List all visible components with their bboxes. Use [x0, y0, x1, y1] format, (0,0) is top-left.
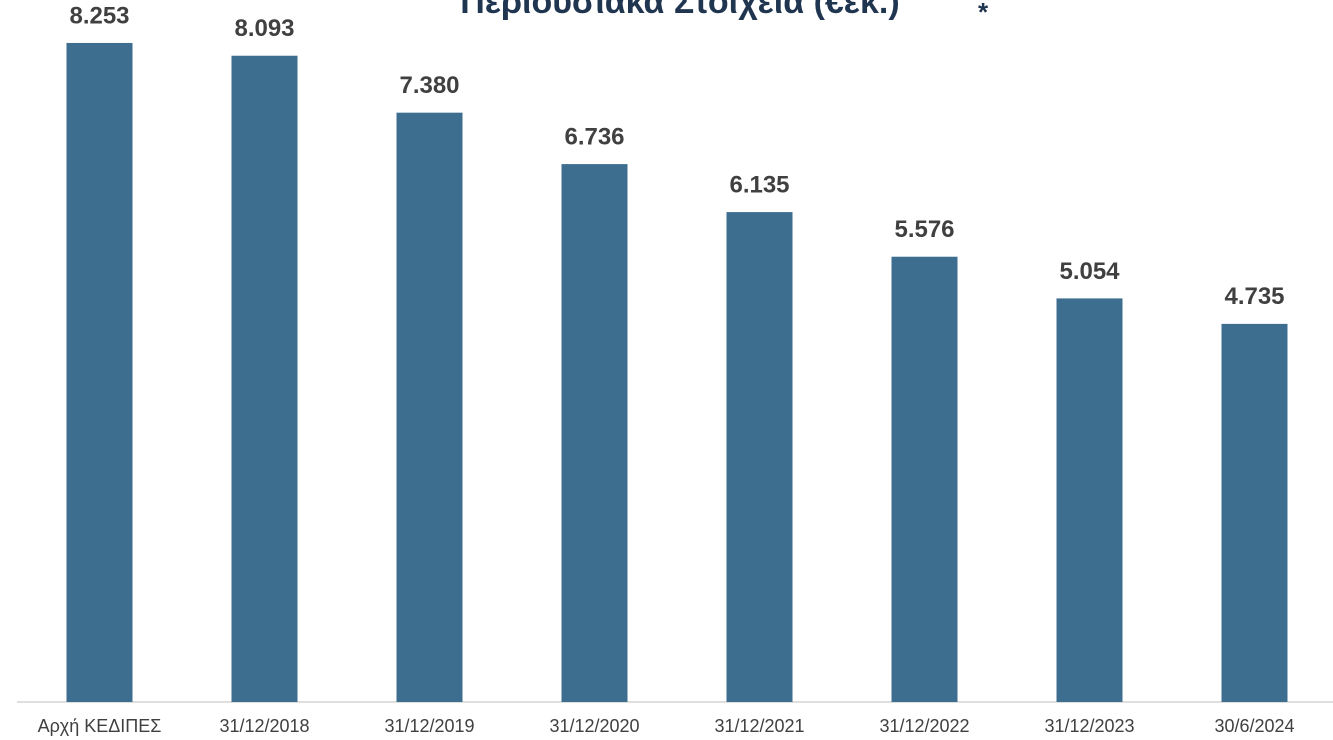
bar	[1221, 323, 1288, 702]
bar	[561, 164, 628, 703]
bar	[231, 55, 298, 702]
bar	[396, 112, 463, 702]
value-label: 4.735	[1224, 283, 1284, 310]
x-tick-label: 31/12/2021	[714, 716, 804, 736]
x-tick-label: 31/12/2022	[879, 716, 969, 736]
bar	[1056, 298, 1123, 702]
bar	[726, 212, 793, 702]
value-label: 8.093	[234, 15, 294, 42]
value-label: 5.054	[1059, 258, 1120, 285]
x-tick-label: 31/12/2019	[384, 716, 474, 736]
value-label: 8.253	[69, 2, 129, 29]
value-label: 6.736	[564, 123, 624, 150]
x-tick-label: 31/12/2023	[1044, 716, 1134, 736]
bar	[891, 256, 958, 702]
x-tick-label: 30/6/2024	[1214, 716, 1294, 736]
bar	[66, 42, 133, 703]
value-label: 5.576	[894, 216, 954, 243]
x-tick-label: 31/12/2020	[549, 716, 639, 736]
x-tick-label: Αρχή ΚΕΔΙΠΕΣ	[38, 716, 162, 736]
value-label: 7.380	[399, 72, 459, 99]
title-note: *	[978, 0, 989, 27]
value-label: 6.135	[729, 171, 789, 198]
chart-title: Περιουσιακά Στοιχεία (€εκ.)	[460, 0, 899, 21]
x-tick-label: 31/12/2018	[219, 716, 309, 736]
